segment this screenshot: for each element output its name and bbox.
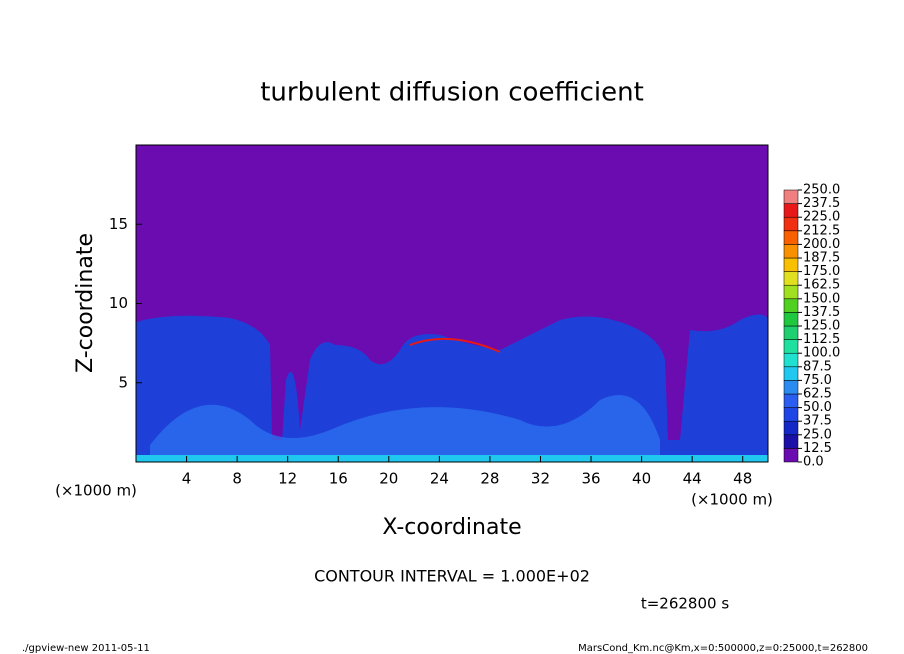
contour-interval: CONTOUR INTERVAL = 1.000E+02 <box>314 567 590 586</box>
colorbar-swatch <box>783 284 799 300</box>
colorbar-swatch <box>783 380 799 395</box>
field-eddies <box>150 395 660 462</box>
colorbar-swatch <box>783 312 799 327</box>
colorbar-swatch <box>783 257 799 272</box>
colorbar-label: 237.5 <box>803 196 840 211</box>
colorbar-label: 125.0 <box>803 319 840 334</box>
field-surface-layer <box>136 455 768 462</box>
footer-right: MarsCond_Km.nc@Km,x=0:500000,z=0:25000,t… <box>578 643 868 654</box>
x-tick-label: 44 <box>683 470 702 488</box>
colorbar-label: 0.0 <box>803 455 824 470</box>
chart-title: turbulent diffusion coefficient <box>260 78 644 108</box>
colorbar-swatch <box>783 434 799 449</box>
x-unit-label: (×1000 m) <box>691 491 773 509</box>
colorbar-swatch <box>783 203 799 218</box>
field-high-band <box>409 337 501 353</box>
colorbar-swatch <box>783 230 799 245</box>
colorbar-label: 250.0 <box>803 183 840 198</box>
y-tick-label: 10 <box>109 294 128 312</box>
plot-field <box>136 145 768 462</box>
colorbar-label: 200.0 <box>803 237 840 252</box>
colorbar-label: 187.5 <box>803 251 840 266</box>
footer-left: ./gpview-new 2011-05-11 <box>22 643 150 654</box>
colorbar-label: 112.5 <box>803 332 840 347</box>
x-tick-label: 32 <box>531 470 550 488</box>
colorbar-label: 12.5 <box>803 441 832 456</box>
colorbar-label: 212.5 <box>803 223 840 238</box>
colorbar-label: 25.0 <box>803 427 832 442</box>
x-tick-label: 20 <box>379 470 398 488</box>
colorbar-label: 50.0 <box>803 400 832 415</box>
colorbar-swatch <box>783 393 799 408</box>
x-tick-label: 48 <box>733 470 752 488</box>
colorbar-swatch <box>783 448 799 463</box>
x-tick-label: 36 <box>581 470 600 488</box>
colorbar-label: 137.5 <box>803 305 840 320</box>
colorbar-label: 162.5 <box>803 278 840 293</box>
x-tick-label: 12 <box>278 470 297 488</box>
x-tick-label: 40 <box>632 470 651 488</box>
colorbar-label: 225.0 <box>803 210 840 225</box>
colorbar-label: 37.5 <box>803 414 832 429</box>
time-label: t=262800 s <box>641 595 729 613</box>
colorbar-swatch <box>783 298 799 313</box>
y-axis-label: Z-coordinate <box>73 233 98 373</box>
colorbar-label: 75.0 <box>803 373 832 388</box>
colorbar-label: 100.0 <box>803 346 840 361</box>
colorbar-swatch <box>783 216 799 232</box>
colorbar-swatch <box>783 366 799 381</box>
colorbar-label: 150.0 <box>803 291 840 306</box>
colorbar-swatch <box>783 339 799 354</box>
y-tick-label: 5 <box>118 373 128 391</box>
colorbar-swatch <box>783 189 799 204</box>
x-tick-label: 4 <box>182 470 192 488</box>
x-unit-label: (×1000 m) <box>55 482 137 500</box>
y-tick-label: 15 <box>109 215 128 233</box>
colorbar-swatch <box>783 420 799 436</box>
x-tick-label: 8 <box>232 470 242 488</box>
colorbar-label: 87.5 <box>803 359 832 374</box>
x-tick-label: 24 <box>430 470 449 488</box>
x-axis-label: X-coordinate <box>382 515 521 540</box>
colorbar-label: 175.0 <box>803 264 840 279</box>
colorbar-swatch <box>783 352 799 368</box>
x-tick-label: 28 <box>480 470 499 488</box>
colorbar-label: 62.5 <box>803 387 832 402</box>
x-tick-label: 16 <box>329 470 348 488</box>
colorbar-swatch <box>783 244 799 259</box>
colorbar-swatch <box>783 325 799 340</box>
colorbar-swatch <box>783 271 799 286</box>
colorbar-swatch <box>783 407 799 422</box>
